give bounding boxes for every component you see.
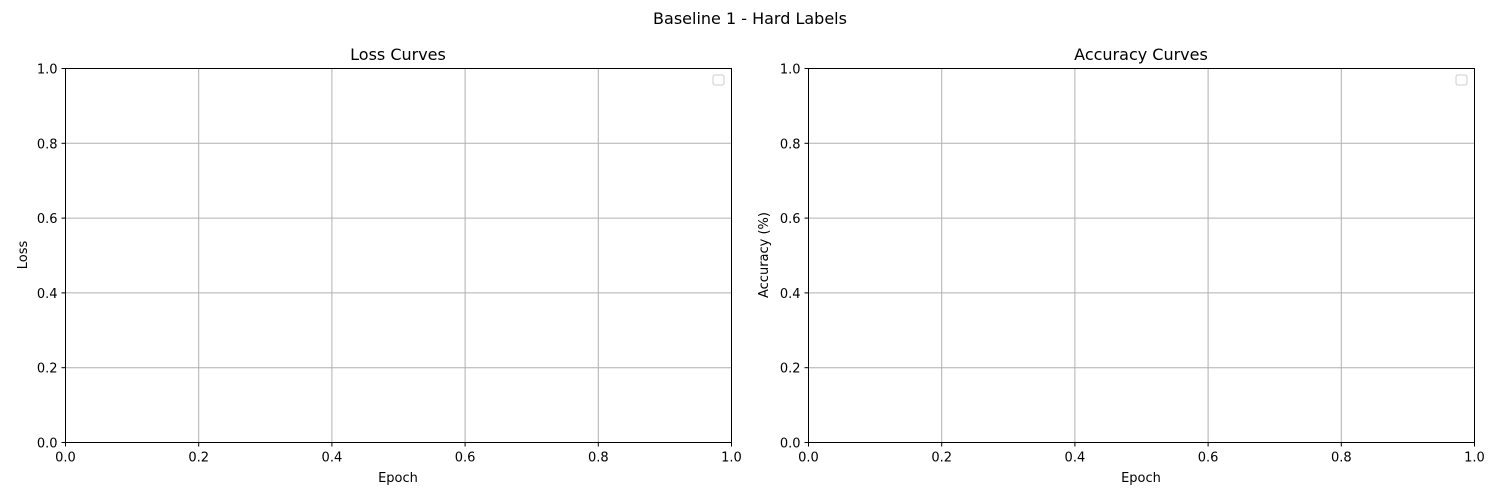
loss-chart-frame <box>65 68 732 443</box>
accuracy-chart-ticks: 0.0 0.2 0.4 0.6 0.8 1.0 0.0 0.2 0.4 0.6 0.8 1.0 <box>780 63 1485 466</box>
accuracy-chart-xtick-label: 0.8 <box>1331 451 1352 466</box>
accuracy-chart-ytick-label: 0.2 <box>780 362 801 377</box>
loss-chart-xtick-label: 0.2 <box>188 451 209 466</box>
accuracy-chart-ylabel: Accuracy (%) <box>757 212 772 298</box>
loss-chart-ticks: 0.0 0.2 0.4 0.6 0.8 1.0 0.0 0.2 0.4 0.6 0.8 1.0 <box>37 63 742 466</box>
accuracy-chart-ytick-label: 0.0 <box>780 437 801 452</box>
loss-chart-xlabel: Epoch <box>378 471 418 486</box>
loss-chart-legend[interactable] <box>712 74 725 86</box>
loss-chart-ytick-label: 0.2 <box>37 362 58 377</box>
loss-chart-xtick-label: 0.6 <box>455 451 476 466</box>
loss-chart-ytick-label: 0.8 <box>37 137 58 152</box>
accuracy-chart-ytick-label: 1.0 <box>780 63 801 78</box>
loss-chart-xtick-label: 1.0 <box>721 451 742 466</box>
accuracy-chart-xtick-label: 0.6 <box>1198 451 1219 466</box>
accuracy-chart-xlabel: Epoch <box>1121 471 1161 486</box>
accuracy-chart-legend[interactable] <box>1455 74 1468 86</box>
loss-chart-xtick-label: 0.4 <box>322 451 343 466</box>
accuracy-chart-xtick-label: 0.2 <box>931 451 952 466</box>
loss-chart-ytick-label: 0.4 <box>37 287 58 302</box>
loss-chart-xtick-label: 0.8 <box>588 451 609 466</box>
accuracy-chart-xtick-label: 0.0 <box>798 451 819 466</box>
accuracy-chart-xtick-label: 0.4 <box>1065 451 1086 466</box>
loss-chart-ytick-label: 0.6 <box>37 212 58 227</box>
loss-chart-grid <box>65 68 732 443</box>
figure-suptitle: Baseline 1 - Hard Labels <box>653 9 847 28</box>
accuracy-chart-frame <box>808 68 1475 443</box>
accuracy-chart-xtick-label: 1.0 <box>1464 451 1485 466</box>
accuracy-chart: Accuracy Curves 0.0 0.2 0.4 0.6 0.8 1.0 0.0 0.2… <box>757 45 1485 486</box>
loss-chart-xtick-label: 0.0 <box>55 451 76 466</box>
loss-chart-title: Loss Curves <box>350 45 446 64</box>
accuracy-chart-ytick-label: 0.8 <box>780 137 801 152</box>
loss-chart-ylabel: Loss <box>16 241 31 270</box>
loss-chart: Loss Curves 0.0 0.2 0.4 0.6 0.8 1.00.00.20.40… <box>16 45 742 486</box>
accuracy-chart-ytick-label: 0.6 <box>780 212 801 227</box>
loss-chart-ytick-label: 0.0 <box>37 437 58 452</box>
accuracy-chart-title: Accuracy Curves <box>1074 45 1208 64</box>
loss-chart-ytick-label: 1.0 <box>37 63 58 78</box>
accuracy-chart-grid <box>808 68 1475 443</box>
accuracy-chart-ytick-label: 0.4 <box>780 287 801 302</box>
